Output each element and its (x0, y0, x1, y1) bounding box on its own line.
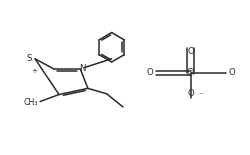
Text: O: O (228, 68, 234, 77)
Text: Cl: Cl (186, 68, 194, 77)
Text: O: O (146, 68, 152, 77)
Text: S: S (27, 54, 32, 63)
Text: O: O (187, 89, 193, 98)
Text: +: + (31, 68, 37, 73)
Text: ⁻: ⁻ (198, 92, 202, 101)
Text: O: O (187, 47, 193, 56)
Text: CH₃: CH₃ (23, 98, 38, 107)
Text: N: N (79, 64, 86, 73)
